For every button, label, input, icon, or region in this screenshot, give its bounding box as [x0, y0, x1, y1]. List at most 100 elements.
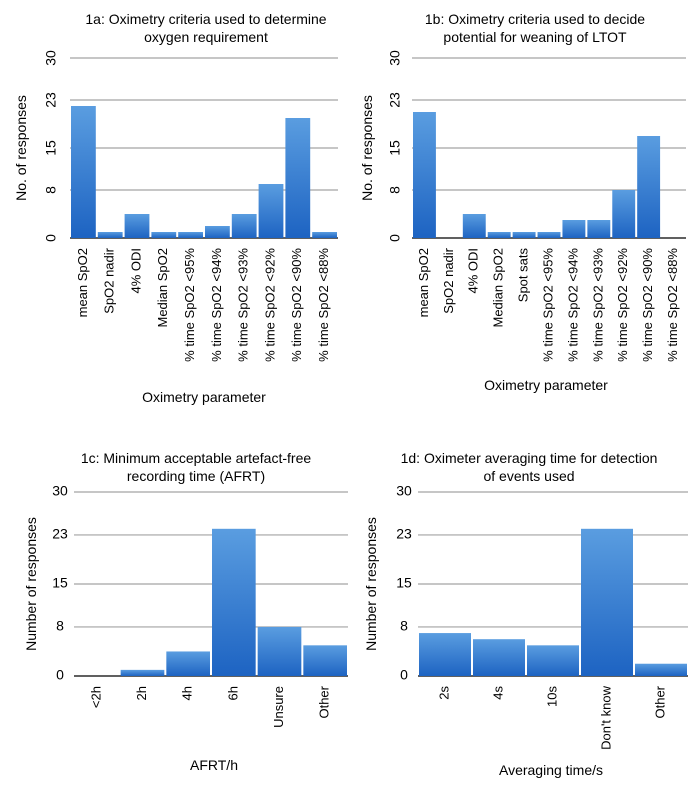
category-label: Median SpO2	[491, 248, 506, 328]
bar	[537, 232, 561, 238]
bar	[413, 112, 436, 238]
category-label: % time SpO2 <90%	[289, 248, 304, 362]
bar	[527, 645, 579, 676]
bar	[419, 633, 471, 676]
y-tick-label: 0	[56, 667, 64, 683]
panel-1b: 1b: Oximetry criteria used to decide pote…	[359, 11, 686, 393]
category-label: % time SpO2 <95%	[182, 248, 197, 362]
bar	[212, 528, 256, 676]
panel-1d-ylabel: Number of responses	[363, 517, 379, 651]
category-label: Spot sats	[516, 248, 531, 303]
category-label: 10s	[544, 686, 559, 707]
y-tick-label: 0	[400, 667, 408, 683]
panel-1c-ylabel: Number of responses	[23, 517, 39, 651]
bar	[512, 232, 536, 238]
y-tick-label: 15	[43, 140, 59, 156]
panel-1a-title-line1: 1a: Oximetry criteria used to determine o…	[85, 11, 326, 45]
category-label: SpO2 nadir	[102, 247, 117, 313]
y-tick-label: 8	[400, 618, 408, 634]
bar	[124, 214, 150, 238]
bar	[637, 136, 661, 238]
y-tick-label: 23	[396, 526, 412, 542]
panel-1c-xlabel: AFRT/h	[190, 757, 238, 773]
bar	[285, 118, 311, 238]
category-label: 4s	[490, 686, 505, 700]
panel-1a-plot: 0 8 15 23 30 mean SpO2 SpO2 nadir 4% ODI Median …	[43, 50, 338, 362]
panel-1c-title-line1: 1c: Minimum acceptable artefact-free reco…	[81, 450, 312, 484]
panel-1b-plot: 0 8 15 23 30 mean SpO2 SpO2 nadir 4% ODI Median …	[387, 50, 686, 362]
category-label: Don't know	[598, 685, 613, 750]
category-label: <2h	[88, 686, 103, 708]
category-label: mean SpO2	[75, 248, 90, 317]
y-tick-label: 30	[387, 50, 403, 66]
bar	[231, 214, 257, 238]
y-tick-label: 8	[56, 618, 64, 634]
category-label: % time SpO2 <92%	[615, 248, 630, 362]
bar	[178, 232, 203, 238]
panel-1a: 1a: Oximetry criteria used to determine o…	[13, 11, 338, 405]
bar	[258, 184, 284, 238]
category-label: 4% ODI	[128, 248, 143, 294]
bar	[612, 190, 636, 238]
panel-1d: 1d: Oximeter averaging time for detectio…	[363, 450, 688, 778]
y-tick-label: 15	[52, 575, 68, 591]
category-label: 2h	[134, 686, 149, 700]
category-label: 4% ODI	[466, 248, 481, 294]
category-label: % time SpO2 <93%	[236, 248, 251, 362]
y-tick-label: 30	[52, 483, 68, 499]
bar	[587, 220, 611, 238]
bar	[581, 528, 633, 676]
bar	[151, 232, 177, 238]
bar	[71, 106, 96, 238]
y-tick-label: 30	[43, 50, 59, 66]
bar	[562, 220, 586, 238]
panel-1d-title-line1: 1d: Oximeter averaging time for detectio…	[401, 450, 658, 484]
panel-1a-xlabel: Oximetry parameter	[142, 389, 266, 405]
category-label: SpO2 nadir	[441, 247, 456, 313]
bar	[473, 639, 525, 676]
category-label: 2s	[436, 686, 451, 700]
y-tick-label: 8	[43, 186, 59, 194]
bar	[303, 645, 347, 676]
y-tick-label: 0	[387, 234, 403, 242]
panel-1b-title-line1: 1b: Oximetry criteria used to decide pote…	[425, 11, 645, 45]
category-label: % time SpO2 <88%	[316, 248, 331, 362]
category-label: Unsure	[271, 686, 286, 728]
category-label: 4h	[180, 686, 195, 700]
y-tick-label: 15	[387, 140, 403, 156]
panel-1d-xlabel: Averaging time/s	[499, 762, 603, 778]
y-tick-label: 15	[396, 575, 412, 591]
bar	[205, 226, 230, 238]
category-label: Other	[317, 685, 332, 718]
panel-1a-ylabel: No. of responses	[13, 95, 29, 201]
category-label: % time SpO2 <90%	[640, 248, 655, 362]
y-tick-label: 23	[387, 92, 403, 108]
category-label: % time SpO2 <92%	[262, 248, 277, 362]
bar	[120, 669, 165, 676]
panel-1c-plot: 0 8 15 23 30 <2h 2h 4h 6h Unsure Other	[52, 483, 348, 728]
category-label: % time SpO2 <94%	[209, 248, 224, 362]
bar	[312, 232, 337, 238]
category-label: % time SpO2 <88%	[665, 248, 680, 362]
y-tick-label: 0	[43, 234, 59, 242]
panel-1c: 1c: Minimum acceptable artefact-free reco…	[23, 450, 348, 773]
panel-1b-xlabel: Oximetry parameter	[484, 377, 608, 393]
panel-1b-ylabel: No. of responses	[359, 95, 375, 201]
y-tick-label: 23	[43, 92, 59, 108]
panel-1d-plot: 0 8 15 23 30 2s 4s 10s Don't know Other	[396, 483, 688, 750]
category-label: % time SpO2 <94%	[565, 248, 580, 362]
y-tick-label: 23	[52, 526, 68, 542]
bar	[462, 214, 486, 238]
category-label: % time SpO2 <95%	[540, 248, 555, 362]
bar	[257, 626, 302, 676]
category-label: Other	[652, 685, 667, 718]
category-label: 6h	[225, 686, 240, 700]
category-label: % time SpO2 <93%	[590, 248, 605, 362]
y-tick-label: 30	[396, 483, 412, 499]
bar	[166, 651, 210, 676]
bar	[97, 232, 123, 238]
bar	[487, 232, 511, 238]
category-label: mean SpO2	[416, 248, 431, 317]
